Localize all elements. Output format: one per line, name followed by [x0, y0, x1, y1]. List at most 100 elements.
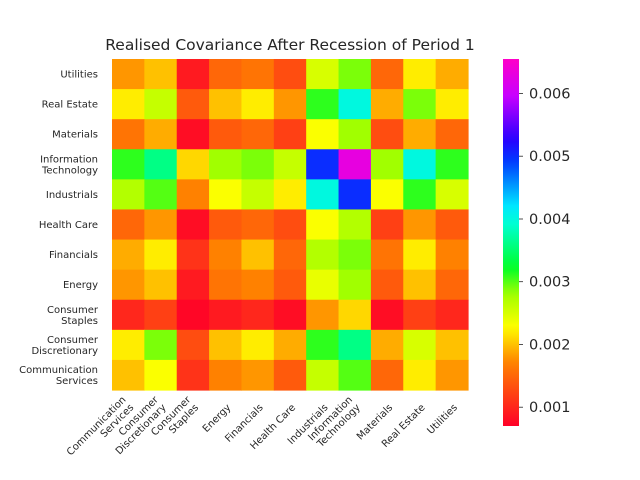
colorbar-tick-label: 0.001	[529, 400, 571, 416]
heatmap-cells	[112, 59, 469, 391]
heatmap-cell	[370, 359, 404, 391]
heatmap-cell	[435, 149, 469, 180]
heatmap-cell	[176, 179, 210, 211]
heatmap-cell	[241, 89, 275, 120]
y-tick-label: Communication Services	[19, 365, 98, 387]
x-tick-labels: CommunicationServicesConsumerDiscretiona…	[65, 394, 460, 458]
heatmap-cell	[338, 119, 372, 150]
heatmap-cell	[112, 59, 145, 90]
heatmap-cell	[306, 239, 340, 271]
y-tick-label: Information Technology	[40, 154, 98, 176]
heatmap-cell	[370, 299, 404, 331]
heatmap-cell	[338, 299, 372, 331]
chart-title: Realised Covariance After Recession of P…	[105, 36, 475, 54]
heatmap-cell	[306, 149, 340, 180]
y-tick-label: Energy	[63, 280, 98, 291]
heatmap-cell	[241, 119, 275, 150]
heatmap-cell	[370, 239, 404, 271]
y-tick-label: Consumer Discretionary	[31, 335, 98, 357]
y-tick-label: Utilities	[60, 70, 98, 81]
heatmap-cell	[306, 359, 340, 391]
heatmap-cell	[144, 299, 178, 331]
heatmap-cell	[370, 179, 404, 211]
heatmap-cell	[241, 329, 275, 361]
heatmap-cell	[176, 269, 210, 301]
heatmap-cell	[209, 269, 243, 301]
heatmap-cell	[338, 239, 372, 271]
colorbar-tick-label: 0.005	[529, 149, 571, 165]
heatmap-cell	[144, 119, 178, 150]
heatmap-cell	[403, 359, 437, 391]
heatmap-cell	[273, 59, 307, 90]
heatmap-cell	[403, 119, 437, 150]
heatmap-cell	[241, 239, 275, 271]
y-tick-label: Health Care	[39, 220, 98, 231]
heatmap-cell	[176, 209, 210, 241]
heatmap-cell	[144, 269, 178, 301]
heatmap-cell	[403, 149, 437, 180]
heatmap-cell	[403, 329, 437, 361]
heatmap-cell	[112, 269, 145, 301]
colorbar: 0.001 0.002 0.003 0.004 0.005 0.006	[503, 59, 571, 426]
heatmap-cell	[306, 299, 340, 331]
heatmap-cell	[112, 149, 145, 180]
heatmap-cell	[144, 59, 178, 90]
heatmap-cell	[338, 269, 372, 301]
heatmap-cell	[273, 299, 307, 331]
y-tick-label: Financials	[49, 250, 98, 261]
heatmap-cell	[241, 209, 275, 241]
heatmap-cell	[435, 209, 469, 241]
heatmap-cell	[403, 269, 437, 301]
heatmap-cell	[403, 59, 437, 90]
heatmap-cell	[241, 59, 275, 90]
heatmap-cell	[435, 359, 469, 391]
heatmap-cell	[306, 329, 340, 361]
colorbar-tick-label: 0.002	[529, 337, 571, 353]
heatmap-cell	[176, 59, 210, 90]
heatmap-cell	[435, 239, 469, 271]
heatmap-cell	[209, 59, 243, 90]
heatmap-cell	[144, 89, 178, 120]
y-tick-labels: Utilities Real Estate Materials Information…	[19, 70, 99, 388]
colorbar-tick-label: 0.004	[529, 212, 571, 228]
heatmap-cell	[176, 299, 210, 331]
heatmap-cell	[241, 299, 275, 331]
heatmap-cell	[435, 119, 469, 150]
heatmap-cell	[403, 299, 437, 331]
heatmap-cell	[273, 329, 307, 361]
heatmap-cell	[370, 329, 404, 361]
heatmap-cell	[273, 119, 307, 150]
heatmap-cell	[273, 269, 307, 301]
heatmap-cell	[338, 149, 372, 180]
heatmap-cell	[338, 359, 372, 391]
heatmap-cell	[435, 299, 469, 331]
heatmap-cell	[144, 359, 178, 391]
heatmap-cell	[273, 209, 307, 241]
heatmap-cell	[176, 119, 210, 150]
heatmap-cell	[176, 329, 210, 361]
heatmap-cell	[338, 179, 372, 211]
heatmap-cell	[403, 89, 437, 120]
colorbar-gradient	[503, 59, 519, 426]
heatmap-cell	[435, 179, 469, 211]
heatmap-cell	[144, 209, 178, 241]
heatmap-cell	[209, 299, 243, 331]
heatmap-cell	[338, 209, 372, 241]
heatmap-cell	[370, 149, 404, 180]
heatmap-cell	[435, 329, 469, 361]
heatmap-cell	[306, 179, 340, 211]
heatmap-cell	[403, 209, 437, 241]
heatmap-cell	[306, 119, 340, 150]
heatmap-cell	[209, 359, 243, 391]
heatmap-cell	[338, 329, 372, 361]
heatmap-cell	[112, 329, 145, 361]
heatmap-cell	[176, 239, 210, 271]
heatmap-cell	[306, 269, 340, 301]
heatmap-cell	[370, 209, 404, 241]
heatmap-cell	[112, 359, 145, 391]
heatmap-cell	[144, 329, 178, 361]
heatmap-cell	[403, 239, 437, 271]
heatmap-cell	[435, 269, 469, 301]
heatmap-cell	[209, 89, 243, 120]
